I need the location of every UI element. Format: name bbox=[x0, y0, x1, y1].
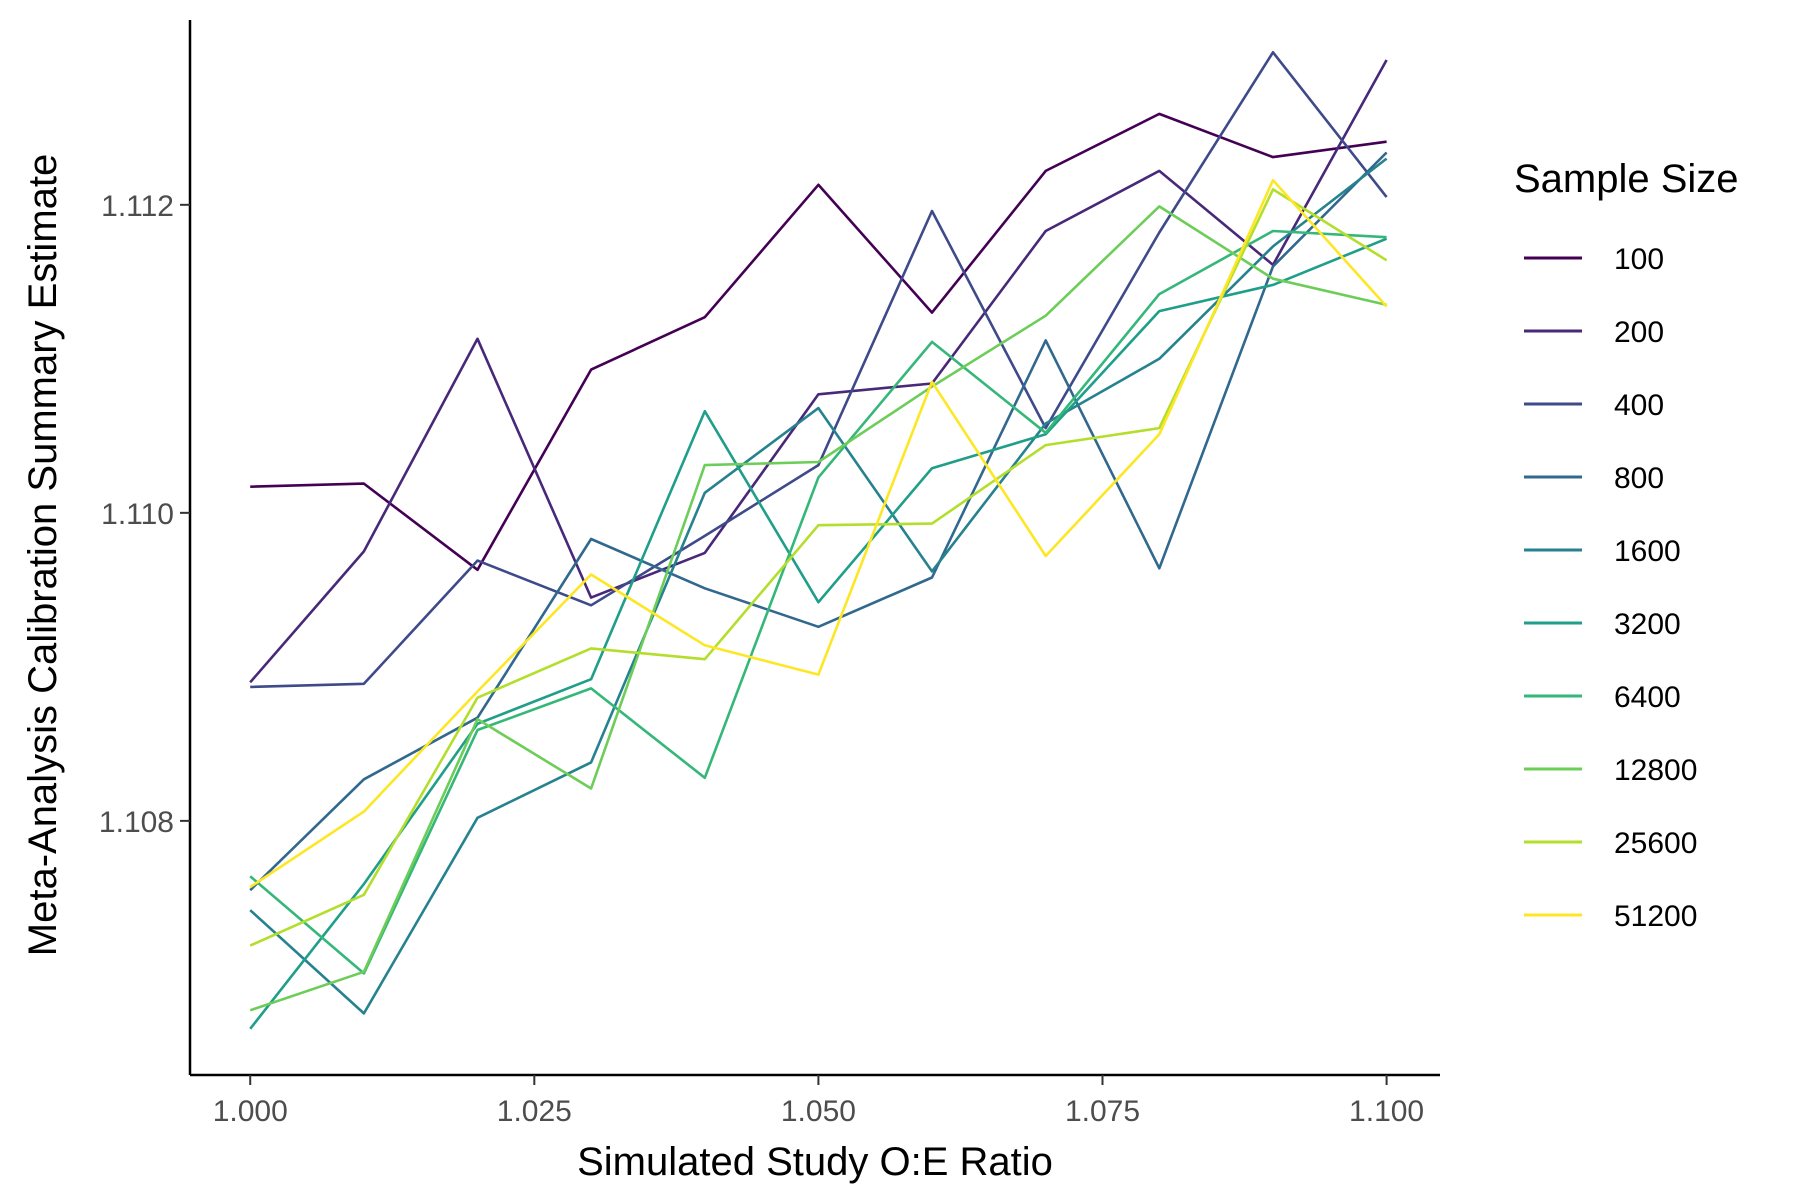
y-axis-ticks: 1.108 1.110 1.112 bbox=[99, 190, 190, 839]
legend-label-200: 200 bbox=[1614, 316, 1664, 349]
legend-label-400: 400 bbox=[1614, 389, 1664, 422]
series-line-100 bbox=[250, 112, 1387, 572]
series-line-400 bbox=[250, 50, 1388, 689]
series-line-12800 bbox=[249, 205, 1387, 1012]
legend-label-51200: 51200 bbox=[1614, 900, 1697, 933]
x-axis-title: Simulated Study O:E Ratio bbox=[577, 1140, 1053, 1184]
x-tick-label: 1.000 bbox=[213, 1095, 288, 1128]
x-tick-label: 1.075 bbox=[1065, 1095, 1140, 1128]
legend-label-1600: 1600 bbox=[1614, 535, 1681, 568]
y-tick-label: 1.110 bbox=[101, 498, 174, 531]
x-tick-label: 1.100 bbox=[1349, 1095, 1424, 1128]
series-line-200 bbox=[249, 59, 1388, 684]
plot-lines bbox=[249, 50, 1388, 1030]
legend-label-6400: 6400 bbox=[1614, 681, 1681, 714]
series-line-51200 bbox=[249, 178, 1388, 889]
series-line-800 bbox=[249, 151, 1388, 892]
legend: Sample Size 100 200 400 800 1600 3200 6400 1280… bbox=[1514, 157, 1739, 933]
series-line-3200 bbox=[249, 237, 1388, 1030]
legend-label-12800: 12800 bbox=[1614, 754, 1697, 787]
x-axis-ticks: 1.000 1.025 1.050 1.075 1.100 bbox=[213, 1075, 1424, 1128]
x-tick-label: 1.025 bbox=[497, 1095, 572, 1128]
y-axis-title: Meta-Analysis Calibration Summary Estima… bbox=[21, 154, 65, 956]
legend-label-100: 100 bbox=[1614, 243, 1664, 276]
legend-label-3200: 3200 bbox=[1614, 608, 1681, 641]
y-tick-label: 1.112 bbox=[101, 190, 174, 223]
series-line-1600 bbox=[249, 157, 1388, 1015]
legend-label-25600: 25600 bbox=[1614, 827, 1697, 860]
series-line-6400 bbox=[249, 229, 1387, 975]
legend-label-800: 800 bbox=[1614, 462, 1664, 495]
x-tick-label: 1.050 bbox=[781, 1095, 856, 1128]
y-tick-label: 1.108 bbox=[99, 806, 174, 839]
legend-title: Sample Size bbox=[1514, 157, 1739, 201]
